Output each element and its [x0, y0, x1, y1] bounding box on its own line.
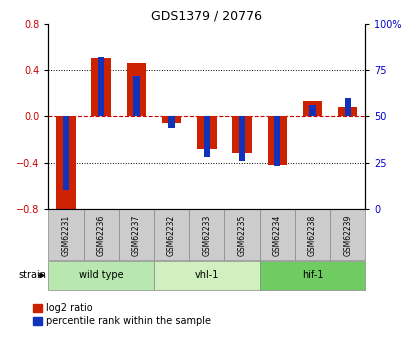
Bar — [274, 117, 281, 166]
Bar — [119, 209, 154, 260]
Bar — [56, 117, 76, 211]
Bar — [189, 209, 224, 260]
Text: GSM62239: GSM62239 — [343, 214, 352, 256]
Legend: log2 ratio, percentile rank within the sample: log2 ratio, percentile rank within the s… — [34, 303, 211, 326]
Text: wild type: wild type — [79, 270, 123, 280]
Text: GSM62234: GSM62234 — [273, 214, 282, 256]
Bar — [98, 57, 104, 117]
Text: hif-1: hif-1 — [302, 270, 323, 280]
Bar — [295, 209, 330, 260]
Text: GSM62237: GSM62237 — [132, 214, 141, 256]
Text: GSM62232: GSM62232 — [167, 214, 176, 256]
Bar — [224, 209, 260, 260]
Text: GSM62235: GSM62235 — [238, 214, 247, 256]
Bar — [204, 117, 210, 157]
Bar — [154, 209, 189, 260]
Bar — [48, 261, 154, 290]
Bar — [239, 117, 245, 161]
Bar — [260, 261, 365, 290]
Bar — [330, 209, 365, 260]
Bar — [162, 117, 181, 124]
Bar — [92, 58, 111, 117]
Bar — [197, 117, 217, 149]
Text: GSM62236: GSM62236 — [97, 214, 106, 256]
Text: strain: strain — [18, 270, 47, 280]
Bar — [48, 209, 84, 260]
Bar — [345, 98, 351, 117]
Bar — [310, 105, 316, 117]
Bar — [268, 117, 287, 165]
Text: vhl-1: vhl-1 — [194, 270, 219, 280]
Bar — [168, 117, 175, 128]
Title: GDS1379 / 20776: GDS1379 / 20776 — [151, 10, 262, 23]
Bar — [154, 261, 260, 290]
Bar — [260, 209, 295, 260]
Text: GSM62238: GSM62238 — [308, 214, 317, 256]
Text: GSM62231: GSM62231 — [61, 214, 71, 256]
Bar — [63, 117, 69, 190]
Bar — [338, 107, 357, 117]
Bar — [232, 117, 252, 153]
Bar — [303, 101, 322, 117]
Text: GSM62233: GSM62233 — [202, 214, 211, 256]
Bar — [133, 76, 139, 117]
Bar — [84, 209, 119, 260]
Bar — [127, 63, 146, 117]
